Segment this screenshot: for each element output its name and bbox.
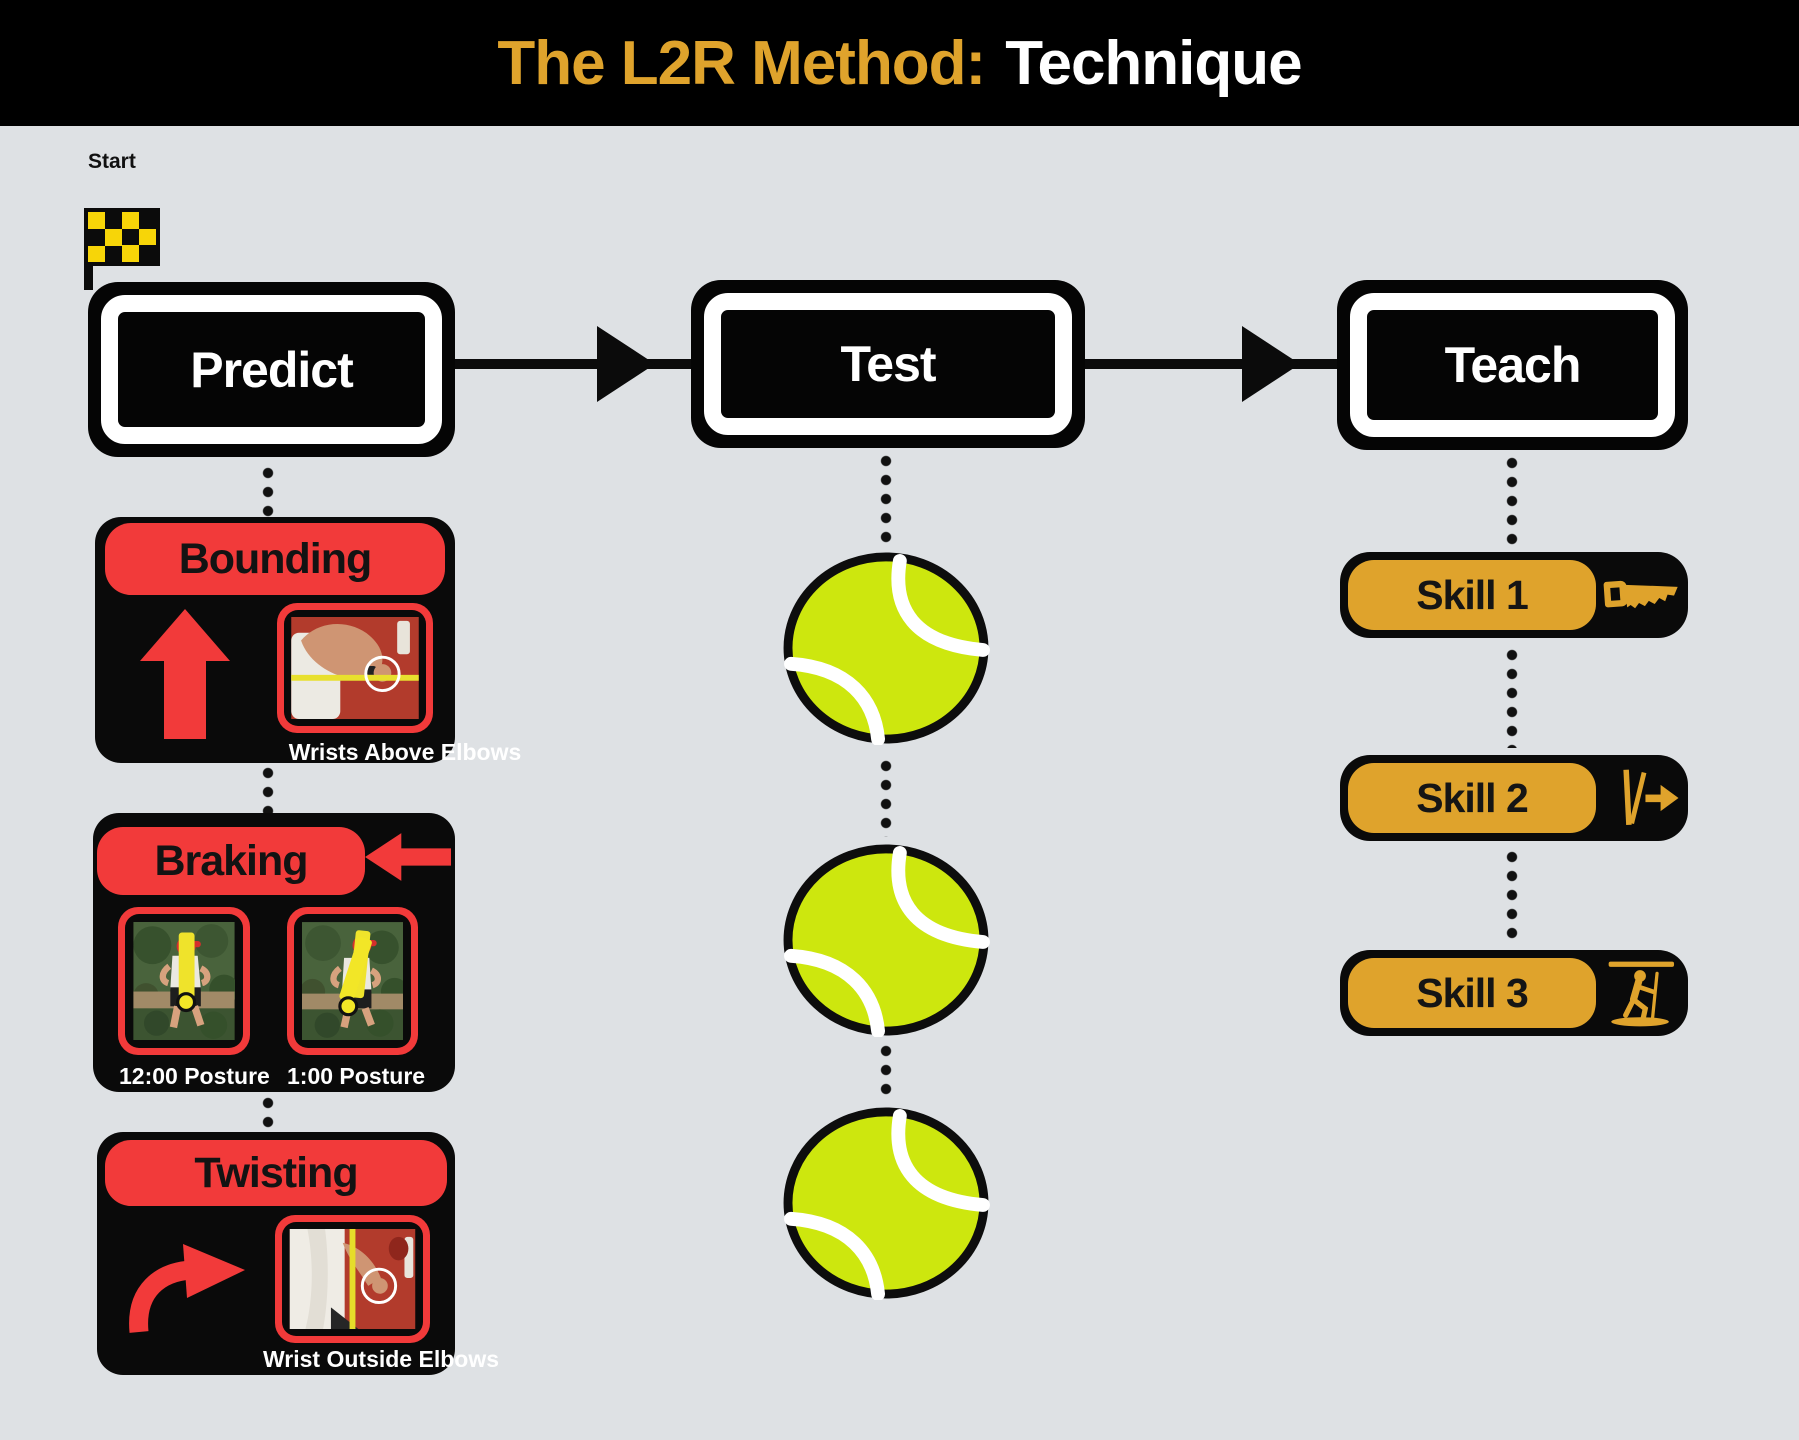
card-twisting: Twisting Wrist bbox=[97, 1132, 499, 1375]
photo-frame bbox=[118, 907, 250, 1055]
page-title-accent: The L2R Method: bbox=[497, 28, 986, 98]
tennis-ball-icon bbox=[783, 1107, 990, 1300]
tennis-ball-icon bbox=[783, 844, 990, 1037]
stage-box-predict: Predict bbox=[88, 282, 455, 457]
photo-caption: 1:00 Posture bbox=[287, 1063, 426, 1089]
page-title: Technique bbox=[1005, 28, 1302, 98]
photo-frame-inner bbox=[282, 1222, 423, 1336]
photo-wrist-outside-elbows bbox=[289, 1229, 416, 1329]
dotted-connector bbox=[262, 1094, 274, 1134]
skill-3-label: Skill 3 bbox=[1416, 969, 1529, 1016]
photo-frame-inner bbox=[284, 610, 426, 726]
dotted-connector bbox=[1506, 454, 1518, 548]
right-arrowhead-icon bbox=[597, 326, 655, 402]
card-twisting-header: Twisting bbox=[105, 1140, 447, 1206]
stage-box-teach: Teach bbox=[1337, 280, 1688, 450]
photo-frame bbox=[277, 603, 433, 733]
connector-line-predict-test bbox=[455, 359, 691, 369]
card-bounding: Bounding Wrists Above Elbows bbox=[95, 517, 521, 765]
saw-icon bbox=[1602, 560, 1682, 630]
photo-12-posture bbox=[133, 922, 235, 1040]
photo-caption: Wrists Above Elbows bbox=[288, 739, 522, 765]
connector-line-test-teach bbox=[1085, 359, 1337, 369]
skill-2-badge: Skill 2 bbox=[1340, 755, 1688, 841]
card-braking-title: Braking bbox=[154, 836, 308, 885]
photo-caption: Wrist Outside Elbows bbox=[263, 1346, 499, 1372]
skier-icon bbox=[1602, 958, 1682, 1028]
up-arrow-icon bbox=[140, 609, 230, 739]
photo-caption: 12:00 Posture bbox=[119, 1063, 270, 1089]
stage-label-teach: Teach bbox=[1444, 337, 1582, 393]
dotted-connector bbox=[1506, 848, 1518, 944]
skill-3-badge: Skill 3 bbox=[1340, 950, 1688, 1036]
card-braking-header: Braking bbox=[97, 827, 365, 895]
stage-box-test-inner: Test bbox=[704, 293, 1072, 435]
dotted-connector bbox=[262, 764, 274, 816]
start-label: Start bbox=[88, 150, 136, 173]
photo-1-posture bbox=[302, 922, 403, 1040]
left-arrow-icon bbox=[365, 833, 451, 881]
photo-frame bbox=[287, 907, 418, 1055]
card-bounding-header: Bounding bbox=[105, 523, 445, 595]
lean-arrow-icon bbox=[1602, 763, 1682, 833]
skill-1-pill: Skill 1 bbox=[1348, 560, 1596, 630]
skill-3-pill: Skill 3 bbox=[1348, 958, 1596, 1028]
card-twisting-title: Twisting bbox=[194, 1148, 358, 1197]
skill-2-pill: Skill 2 bbox=[1348, 763, 1596, 833]
photo-frame-inner bbox=[294, 914, 411, 1048]
stage-box-predict-inner: Predict bbox=[101, 295, 442, 444]
dotted-connector bbox=[880, 757, 892, 837]
photo-wrists-above-elbows bbox=[291, 617, 419, 719]
card-bounding-title: Bounding bbox=[178, 534, 373, 583]
photo-frame bbox=[275, 1215, 430, 1343]
checkered-flag-icon bbox=[84, 208, 160, 266]
dotted-connector bbox=[1506, 646, 1518, 748]
stage-box-teach-inner: Teach bbox=[1350, 293, 1675, 437]
tennis-ball-icon bbox=[783, 552, 990, 745]
header-bar: The L2R Method: Technique bbox=[0, 0, 1799, 126]
stage-label-predict: Predict bbox=[190, 341, 354, 398]
dotted-connector bbox=[880, 1042, 892, 1102]
skill-2-label: Skill 2 bbox=[1416, 774, 1529, 821]
stage-label-test: Test bbox=[840, 336, 936, 392]
skill-1-badge: Skill 1 bbox=[1340, 552, 1688, 638]
card-braking: Braking bbox=[93, 813, 455, 1092]
curved-arrow-icon bbox=[129, 1244, 245, 1333]
right-arrowhead-icon bbox=[1242, 326, 1300, 402]
photo-frame-inner bbox=[125, 914, 243, 1048]
dotted-connector bbox=[262, 464, 274, 522]
stage-box-test: Test bbox=[691, 280, 1085, 448]
dotted-connector bbox=[880, 452, 892, 546]
skill-1-label: Skill 1 bbox=[1416, 571, 1529, 618]
